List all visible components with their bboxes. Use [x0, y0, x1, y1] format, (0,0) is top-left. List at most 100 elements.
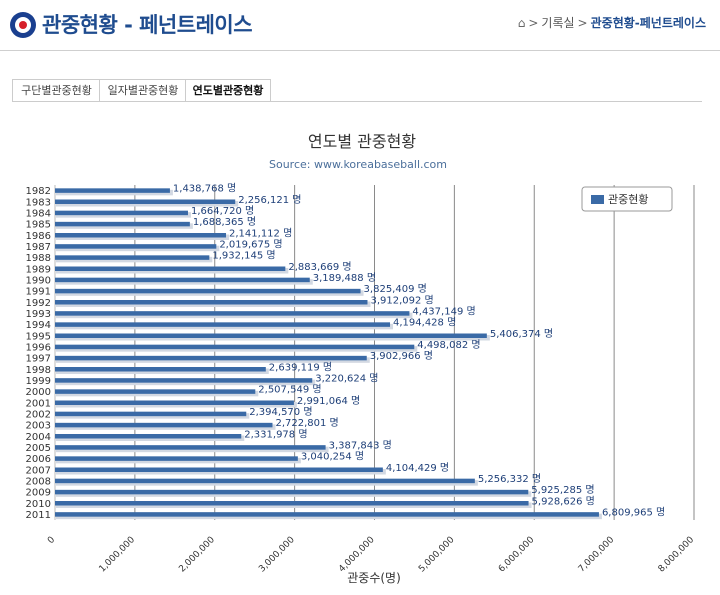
breadcrumb-item-records[interactable]: 기록실 [541, 16, 575, 30]
data-label: 1,932,145 명 [212, 250, 275, 262]
data-label: 2,394,570 명 [249, 406, 312, 418]
data-label: 2,507,549 명 [258, 384, 321, 396]
data-label: 3,825,409 명 [364, 283, 427, 295]
y-tick-label: 1982 [26, 186, 51, 197]
y-tick-label: 1992 [26, 298, 51, 309]
bar [55, 355, 367, 361]
y-tick-label: 2006 [26, 454, 51, 465]
y-tick-label: 1999 [26, 376, 51, 387]
bar [55, 322, 391, 327]
tab-yearly-attendance[interactable]: 연도별관중현황 [185, 79, 271, 102]
bar [55, 422, 273, 428]
x-tick-label: 2,000,000 [177, 535, 217, 575]
bar [55, 255, 210, 260]
y-tick-label: 1986 [26, 231, 51, 242]
data-label: 3,189,488 명 [313, 272, 376, 284]
data-label: 2,639,119 명 [269, 361, 332, 373]
data-label: 2,141,112 명 [229, 227, 292, 239]
x-tick-label: 6,000,000 [497, 535, 537, 575]
data-label: 2,991,064 명 [297, 395, 360, 407]
data-label: 3,912,092 명 [370, 294, 433, 306]
x-axis-labels: 0 1,000,000 2,000,000 3,000,000 4,000,000 5,0… [46, 535, 696, 575]
bar [55, 300, 368, 305]
bar [55, 344, 415, 350]
data-label: 2,331,978 명 [244, 428, 307, 440]
y-tick-label: 2004 [26, 432, 51, 443]
bar [55, 233, 227, 238]
data-label: 4,104,429 명 [386, 462, 449, 474]
bar [55, 277, 310, 283]
bar [55, 467, 383, 472]
bar [55, 188, 170, 193]
attendance-bar-chart: 연도별 관중현황 Source: www.koreabaseball.com 1… [26, 132, 697, 585]
y-tick-label: 1985 [26, 220, 51, 231]
y-tick-label: 1996 [26, 342, 51, 353]
y-tick-label: 1984 [26, 208, 51, 219]
y-tick-label: 1989 [26, 264, 51, 275]
y-tick-label: 1987 [26, 242, 51, 253]
x-tick-label: 5,000,000 [417, 535, 457, 575]
bar [55, 378, 313, 383]
bar [55, 333, 487, 338]
legend-label: 관중현황 [608, 193, 648, 206]
bar [55, 199, 236, 204]
y-tick-label: 1995 [26, 331, 51, 342]
bar [55, 288, 361, 294]
bar [55, 244, 217, 249]
bar [55, 445, 326, 450]
chart-subtitle: Source: www.koreabaseball.com [269, 158, 447, 171]
bar [55, 266, 286, 271]
data-label: 5,256,332 명 [478, 473, 541, 485]
data-label: 3,902,966 명 [370, 350, 433, 362]
data-label: 3,220,624 명 [315, 372, 378, 384]
bar [55, 512, 599, 517]
breadcrumb-item-current: 관중현황-페넌트레이스 [590, 16, 706, 30]
y-tick-label: 1993 [26, 309, 51, 320]
data-label: 4,194,428 명 [393, 317, 456, 329]
bar [55, 489, 529, 495]
data-label: 5,406,374 명 [490, 328, 553, 340]
bar [55, 411, 247, 417]
x-tick-label: 8,000,000 [657, 535, 697, 575]
y-tick-label: 2007 [26, 465, 51, 476]
y-tick-label: 2002 [26, 409, 51, 420]
y-tick-label: 1988 [26, 253, 51, 264]
breadcrumb: ⌂ > 기록실 > 관중현황-페넌트레이스 [518, 14, 706, 31]
y-tick-label: 1990 [26, 275, 51, 286]
data-label: 1,664,720 명 [191, 205, 254, 217]
x-tick-label: 3,000,000 [257, 535, 297, 575]
data-label: 6,809,965 명 [602, 506, 665, 518]
legend-box [581, 186, 673, 212]
y-tick-label: 1994 [26, 320, 51, 331]
tab-team-attendance[interactable]: 구단별관중현황 [12, 79, 101, 102]
chevron-right-icon: > [577, 16, 588, 30]
chart-title: 연도별 관중현황 [308, 132, 416, 151]
data-label: 2,019,675 명 [219, 238, 282, 250]
chart-legend[interactable]: 관중현황 [581, 186, 673, 212]
y-tick-label: 2009 [26, 488, 51, 499]
bar [55, 434, 242, 439]
bar [55, 210, 188, 216]
data-label: 1,438,768 명 [173, 183, 236, 195]
data-label: 3,040,254 명 [301, 451, 364, 463]
tab-daily-attendance[interactable]: 일자별관중현황 [99, 79, 187, 102]
grid-lines [54, 185, 695, 520]
data-label: 4,437,149 명 [412, 305, 475, 317]
chevron-right-icon: > [528, 16, 539, 30]
bar [55, 221, 190, 227]
kbo-logo-icon [10, 12, 36, 38]
x-tick-label: 1,000,000 [98, 535, 138, 575]
data-label: 5,925,285 명 [531, 484, 594, 496]
x-tick-label: 4,000,000 [337, 535, 377, 575]
data-label: 2,256,121 명 [238, 194, 301, 206]
y-tick-label: 2000 [26, 387, 51, 398]
y-tick-label: 2011 [26, 510, 51, 521]
page-title: 관중현황 - 페넌트레이스 [42, 13, 253, 37]
x-tick-label: 7,000,000 [577, 535, 617, 575]
tab-divider [12, 101, 702, 102]
y-tick-label: 2005 [26, 443, 51, 454]
bar [55, 456, 298, 461]
y-tick-label: 2010 [26, 499, 51, 510]
y-tick-label: 2001 [26, 398, 51, 409]
home-icon[interactable]: ⌂ [517, 16, 526, 30]
